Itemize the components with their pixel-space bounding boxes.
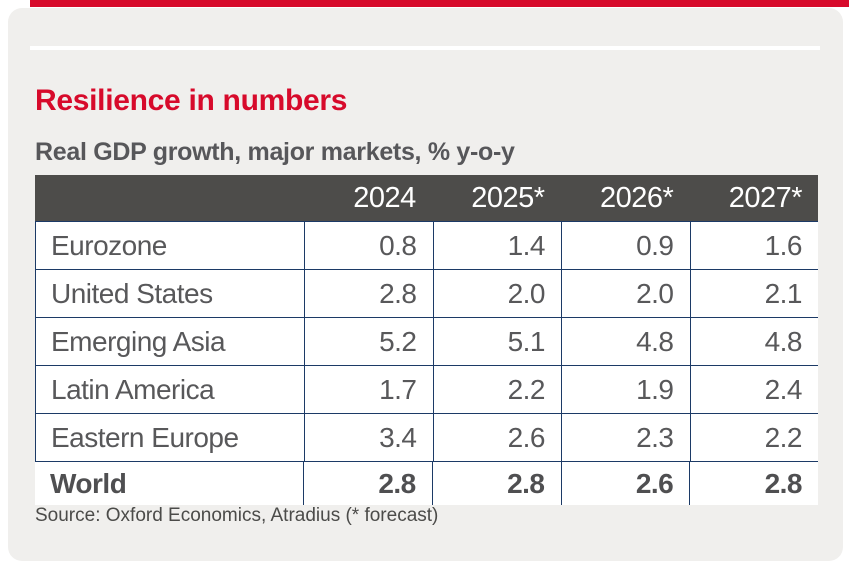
row-label: United States	[51, 277, 213, 309]
value-cell: 0.8	[304, 222, 433, 269]
page-title: Resilience in numbers	[35, 84, 348, 117]
table-row-eurozone: Eurozone 0.8 1.4 0.9 1.6	[35, 222, 818, 270]
value-cell: 5.1	[432, 318, 562, 365]
gdp-growth-table: 2024 2025* 2026* 2027* Eurozone 0.8 1.4 …	[35, 175, 818, 505]
header-cell-2026: 2026*	[599, 181, 674, 214]
value-cell: 3.4	[304, 414, 433, 461]
value-cell: 2.4	[689, 366, 819, 413]
value-cell: 5.2	[304, 318, 433, 365]
content-card: Resilience in numbers Real GDP growth, m…	[8, 8, 843, 561]
value-cell: 2.6	[432, 414, 562, 461]
value-cell: 2.8	[689, 462, 818, 505]
value-cell: 1.4	[432, 222, 562, 269]
table-row-eastern-europe: Eastern Europe 3.4 2.6 2.3 2.2	[35, 414, 818, 462]
value-cell: 1.9	[561, 366, 690, 413]
table-row-latin-america: Latin America 1.7 2.2 1.9 2.4	[35, 366, 818, 414]
table-subtitle: Real GDP growth, major markets, % y-o-y	[35, 138, 515, 166]
row-label: Eastern Europe	[51, 421, 239, 453]
table-row-emerging-asia: Emerging Asia 5.2 5.1 4.8 4.8	[35, 318, 818, 366]
value-cell: 2.2	[689, 414, 819, 461]
value-cell: 1.6	[689, 222, 819, 269]
value-cell: 0.9	[561, 222, 690, 269]
header-cell-2024: 2024	[353, 181, 416, 214]
table-row-world: World 2.8 2.8 2.6 2.8	[35, 462, 818, 505]
brand-accent-bar	[30, 0, 849, 7]
value-cell: 2.3	[561, 414, 690, 461]
value-cell: 2.1	[689, 270, 819, 317]
value-cell: 4.8	[689, 318, 819, 365]
value-cell: 2.8	[303, 462, 432, 505]
table-row-united-states: United States 2.8 2.0 2.0 2.1	[35, 270, 818, 318]
source-note: Source: Oxford Economics, Atradius (* fo…	[35, 505, 439, 526]
value-cell: 4.8	[561, 318, 690, 365]
header-divider-line	[30, 46, 820, 50]
header-cell-region	[35, 175, 303, 221]
value-cell: 2.8	[431, 462, 561, 505]
row-label: Latin America	[51, 373, 215, 405]
value-cell: 2.8	[304, 270, 433, 317]
row-label: Eurozone	[51, 229, 167, 261]
row-label: Emerging Asia	[51, 325, 226, 357]
row-label: World	[50, 467, 127, 499]
header-cell-2025: 2025*	[471, 181, 545, 214]
table-header-row: 2024 2025* 2026* 2027*	[35, 175, 818, 222]
value-cell: 2.0	[432, 270, 562, 317]
value-cell: 1.7	[304, 366, 433, 413]
value-cell: 2.6	[560, 462, 690, 505]
header-cell-2027: 2027*	[728, 181, 803, 214]
value-cell: 2.0	[561, 270, 690, 317]
value-cell: 2.2	[432, 366, 562, 413]
